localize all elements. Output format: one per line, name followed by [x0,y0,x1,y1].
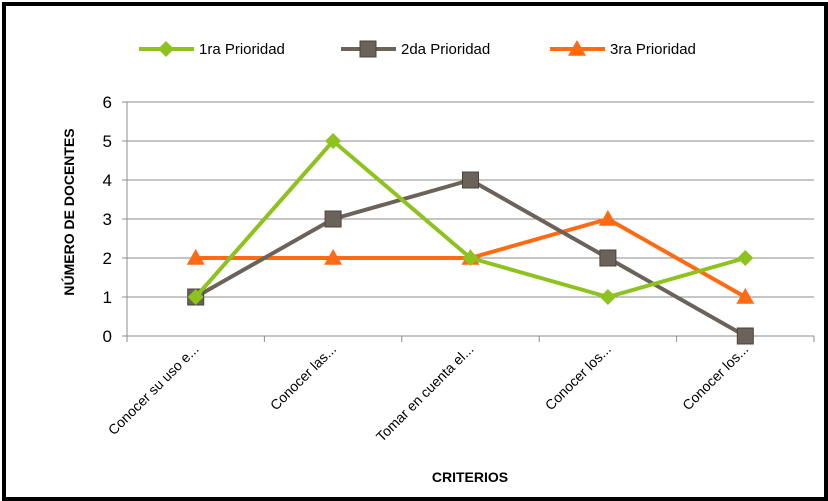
y-tick-label: 6 [103,93,112,112]
triangle-marker [186,249,205,265]
triangle-marker [568,40,586,56]
x-tick-label: Conocer los... [542,341,614,413]
x-axis-title: CRITERIOS [432,469,508,485]
legend-item: 1ra Prioridad [139,41,285,58]
y-tick-label: 1 [103,288,112,307]
series-lines [186,133,755,345]
y-tick-label: 3 [103,210,112,229]
diamond-marker [737,250,754,266]
series-1 [187,133,754,305]
diamond-marker [158,41,174,57]
square-marker [359,40,377,58]
legend-label: 3ra Prioridad [610,41,696,58]
diamond-marker [599,289,616,305]
x-tick-labels: Conocer su uso e... Conocer las... Tomar e… [105,341,752,445]
y-axis-title: NÚMERO DE DOCENTES [60,128,77,295]
diamond-marker [325,133,342,149]
legend: 1ra Prioridad 2da Prioridad 3ra Prioridad [139,40,696,58]
legend-label: 2da Prioridad [401,41,490,58]
line-chart: 1ra Prioridad 2da Prioridad 3ra Prioridad … [60,40,815,485]
x-tick-label: Conocer los... [679,341,751,413]
square-marker [462,171,479,189]
y-tick-labels: 0 1 2 3 4 5 6 [103,93,112,346]
triangle-marker [324,249,343,265]
x-tick-label: Tomar en cuenta el... [373,341,477,445]
legend-label: 1ra Prioridad [199,41,285,58]
square-marker [599,249,617,267]
legend-item: 3ra Prioridad [550,40,696,58]
y-tick-label: 5 [103,132,112,151]
triangle-marker [736,288,755,304]
diamond-marker [462,250,479,266]
y-tick-label: 2 [103,249,112,268]
triangle-marker [598,210,617,226]
diamond-marker [187,289,204,305]
x-tick-label: Conocer su uso e... [105,341,202,438]
square-marker [736,327,754,345]
y-tick-label: 0 [103,327,112,346]
y-tick-label: 4 [103,171,112,190]
square-marker [324,210,342,228]
legend-item: 2da Prioridad [341,40,490,58]
axes [122,101,815,342]
x-tick-label: Conocer las... [267,341,339,413]
